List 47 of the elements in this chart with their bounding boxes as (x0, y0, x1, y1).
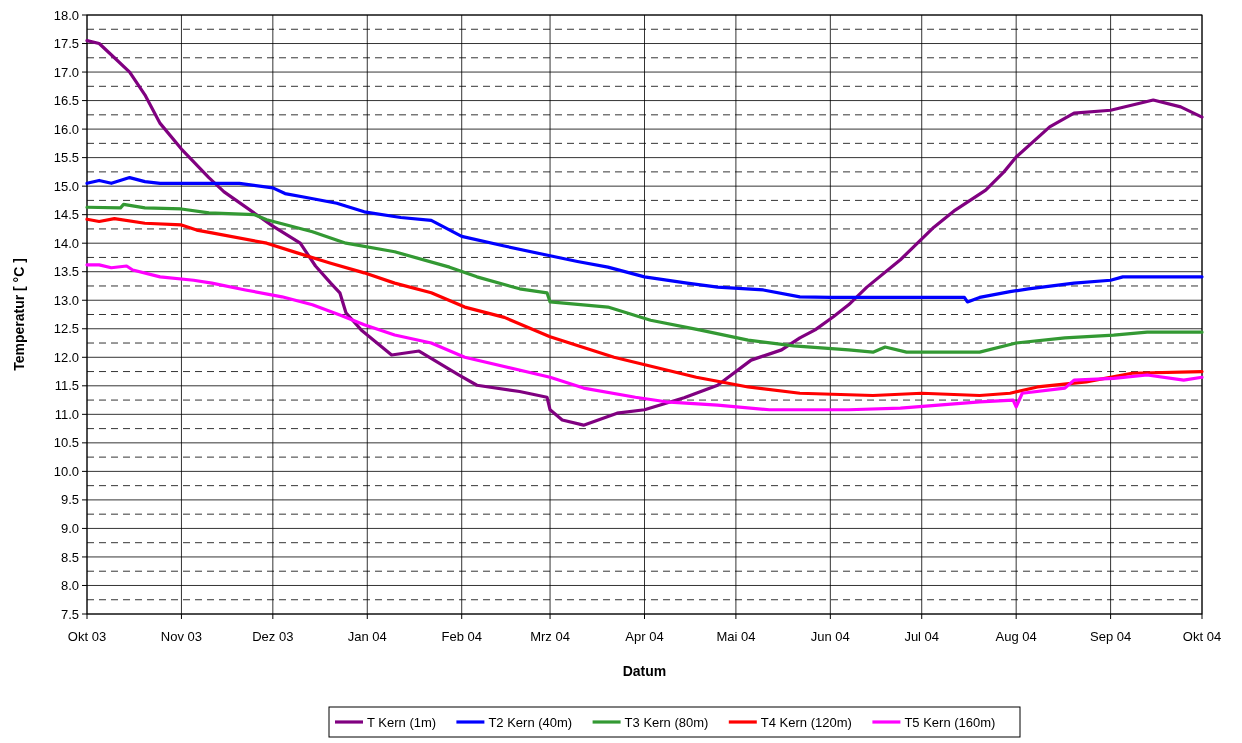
y-tick-label: 10.5 (53, 435, 79, 451)
y-tick-label: 16.5 (53, 93, 79, 109)
y-tick-label: 17.5 (53, 36, 79, 52)
y-tick-label: 18.0 (53, 7, 79, 23)
y-tick-label: 8.0 (60, 578, 79, 594)
x-tick-label: Feb 04 (441, 629, 482, 644)
legend-label: T3 Kern (80m) (624, 714, 709, 730)
y-tick-label: 9.5 (60, 492, 79, 508)
y-tick-label: 12.0 (53, 349, 79, 365)
y-tick-label: 8.5 (60, 549, 79, 565)
y-axis-title: Temperatur [ °C ] (11, 258, 27, 371)
x-tick-label: Jan 04 (347, 629, 387, 644)
y-tick-label: 10.0 (53, 463, 79, 479)
x-tick-label: Jun 04 (810, 629, 850, 644)
y-tick-label: 13.5 (53, 264, 79, 280)
line-series (85, 202, 1204, 354)
y-tick-label: 7.5 (60, 606, 79, 622)
x-axis-title: Datum (622, 663, 667, 679)
x-tick-label: Apr 04 (625, 629, 664, 644)
y-tick-label: 14.0 (53, 235, 79, 251)
line-series (85, 217, 1204, 398)
x-tick-label: Mrz 04 (530, 629, 570, 644)
legend-label: T Kern (1m) (367, 714, 437, 730)
x-tick-label: Jul 04 (904, 629, 940, 644)
y-tick-label: 9.0 (60, 520, 79, 536)
y-tick-label: 12.5 (53, 321, 79, 337)
x-tick-label: Aug 04 (995, 629, 1037, 644)
x-tick-label: Dez 03 (252, 629, 294, 644)
y-tick-label: 17.0 (53, 64, 79, 80)
legend-label: T2 Kern (40m) (488, 714, 573, 730)
y-tick-label: 13.0 (53, 292, 79, 308)
x-tick-label: Mai 04 (716, 629, 756, 644)
x-tick-label: Okt 03 (67, 629, 107, 644)
x-tick-label: Sep 04 (1090, 629, 1132, 644)
legend-label: T5 Kern (160m) (904, 714, 996, 730)
y-tick-label: 16.0 (53, 121, 79, 137)
line-series (85, 175, 1204, 304)
line-series (85, 39, 1204, 427)
y-tick-label: 11.0 (54, 406, 79, 422)
y-tick-label: 11.5 (54, 378, 79, 394)
y-tick-label: 14.5 (53, 207, 79, 223)
line-series (85, 263, 1204, 412)
y-tick-label: 15.5 (53, 150, 79, 166)
x-tick-label: Nov 03 (160, 629, 203, 644)
x-tick-label: Okt 04 (1182, 629, 1222, 644)
y-tick-label: 15.0 (53, 178, 79, 194)
legend-label: T4 Kern (120m) (760, 714, 852, 730)
